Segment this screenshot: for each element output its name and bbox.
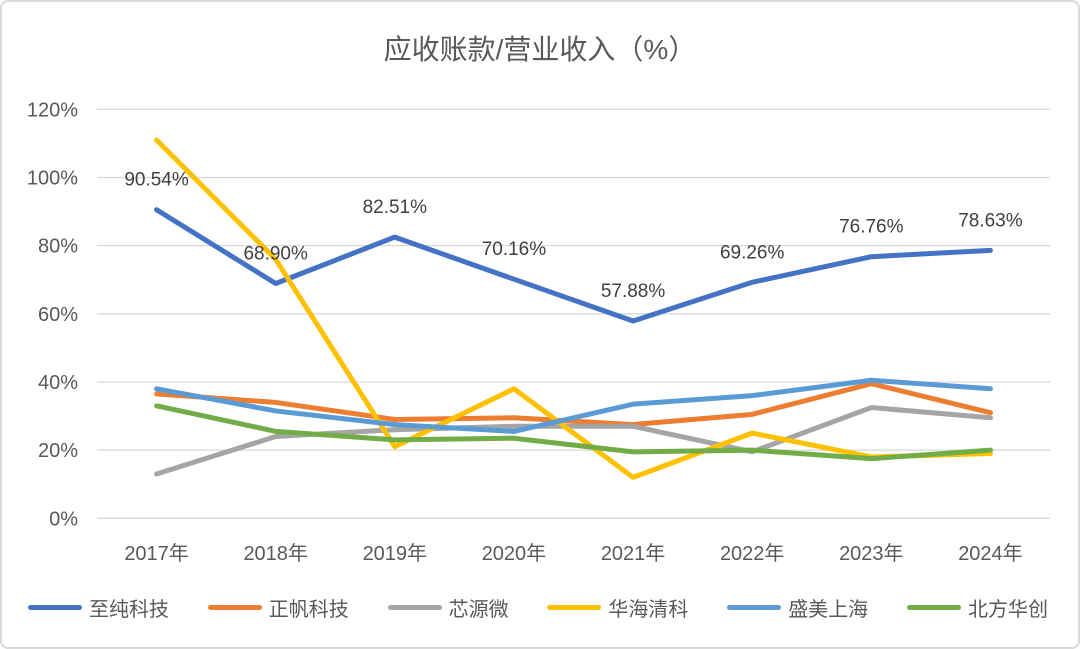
data-label: 76.76% bbox=[839, 217, 904, 238]
x-axis-tick-label: 2019年 bbox=[363, 542, 428, 565]
data-label: 70.16% bbox=[482, 239, 547, 260]
data-label: 69.26% bbox=[720, 242, 785, 263]
chart-title: 应收账款/营业收入（%） bbox=[383, 34, 697, 65]
data-label: 57.88% bbox=[601, 281, 666, 302]
legend-item-正帆科技: 正帆科技 bbox=[207, 593, 349, 622]
legend-item-华海清科: 华海清科 bbox=[547, 593, 688, 622]
y-axis-tick-label: 0% bbox=[49, 508, 78, 530]
series-line-北方华创 bbox=[154, 403, 993, 462]
x-axis-tick-label: 2023年 bbox=[839, 542, 904, 565]
x-axis-tick-label: 2020年 bbox=[482, 542, 547, 565]
legend-item-芯源微: 芯源微 bbox=[387, 593, 509, 622]
legend-label: 北方华创 bbox=[967, 599, 1048, 621]
y-axis-tick-label: 20% bbox=[38, 440, 78, 462]
data-label: 68.90% bbox=[243, 243, 308, 264]
y-axis-tick-label: 40% bbox=[38, 372, 78, 394]
legend-item-至纯科技: 至纯科技 bbox=[28, 593, 169, 622]
series-line-盛美上海 bbox=[154, 377, 993, 434]
x-axis-tick-label: 2022年 bbox=[720, 542, 785, 565]
x-axis-tick-label: 2024年 bbox=[958, 542, 1023, 565]
legend-swatch bbox=[28, 605, 82, 610]
legend-label: 芯源微 bbox=[448, 599, 509, 621]
chart-legend: 至纯科技 正帆科技 芯源微 华海清科 盛美上海 北方华创 bbox=[28, 593, 1048, 622]
legend-label: 正帆科技 bbox=[268, 599, 349, 621]
legend-swatch bbox=[547, 605, 602, 610]
data-label: 90.54% bbox=[124, 170, 189, 191]
legend-swatch bbox=[727, 605, 782, 610]
legend-swatch bbox=[207, 605, 262, 610]
x-axis-tick-label: 2017年 bbox=[124, 542, 189, 565]
y-axis-tick-label: 100% bbox=[27, 168, 78, 190]
series-line-正帆科技 bbox=[154, 381, 993, 428]
data-label: 78.63% bbox=[958, 210, 1023, 231]
y-axis-tick-label: 80% bbox=[38, 236, 78, 258]
legend-swatch bbox=[906, 605, 961, 610]
series-line-芯源微 bbox=[154, 405, 993, 477]
legend-item-盛美上海: 盛美上海 bbox=[727, 593, 868, 622]
y-axis-tick-label: 120% bbox=[27, 99, 78, 121]
legend-label: 华海清科 bbox=[608, 599, 689, 621]
legend-label: 盛美上海 bbox=[788, 599, 869, 621]
series-line-至纯科技 bbox=[154, 207, 993, 324]
legend-label: 至纯科技 bbox=[89, 599, 169, 621]
x-axis-tick-label: 2021年 bbox=[601, 542, 666, 565]
y-axis-tick-label: 60% bbox=[38, 304, 78, 326]
legend-swatch bbox=[387, 605, 442, 610]
series-line-华海清科 bbox=[154, 137, 993, 480]
legend-item-北方华创: 北方华创 bbox=[906, 593, 1048, 622]
data-label: 82.51% bbox=[363, 197, 428, 218]
x-axis-tick-label: 2018年 bbox=[243, 542, 308, 565]
